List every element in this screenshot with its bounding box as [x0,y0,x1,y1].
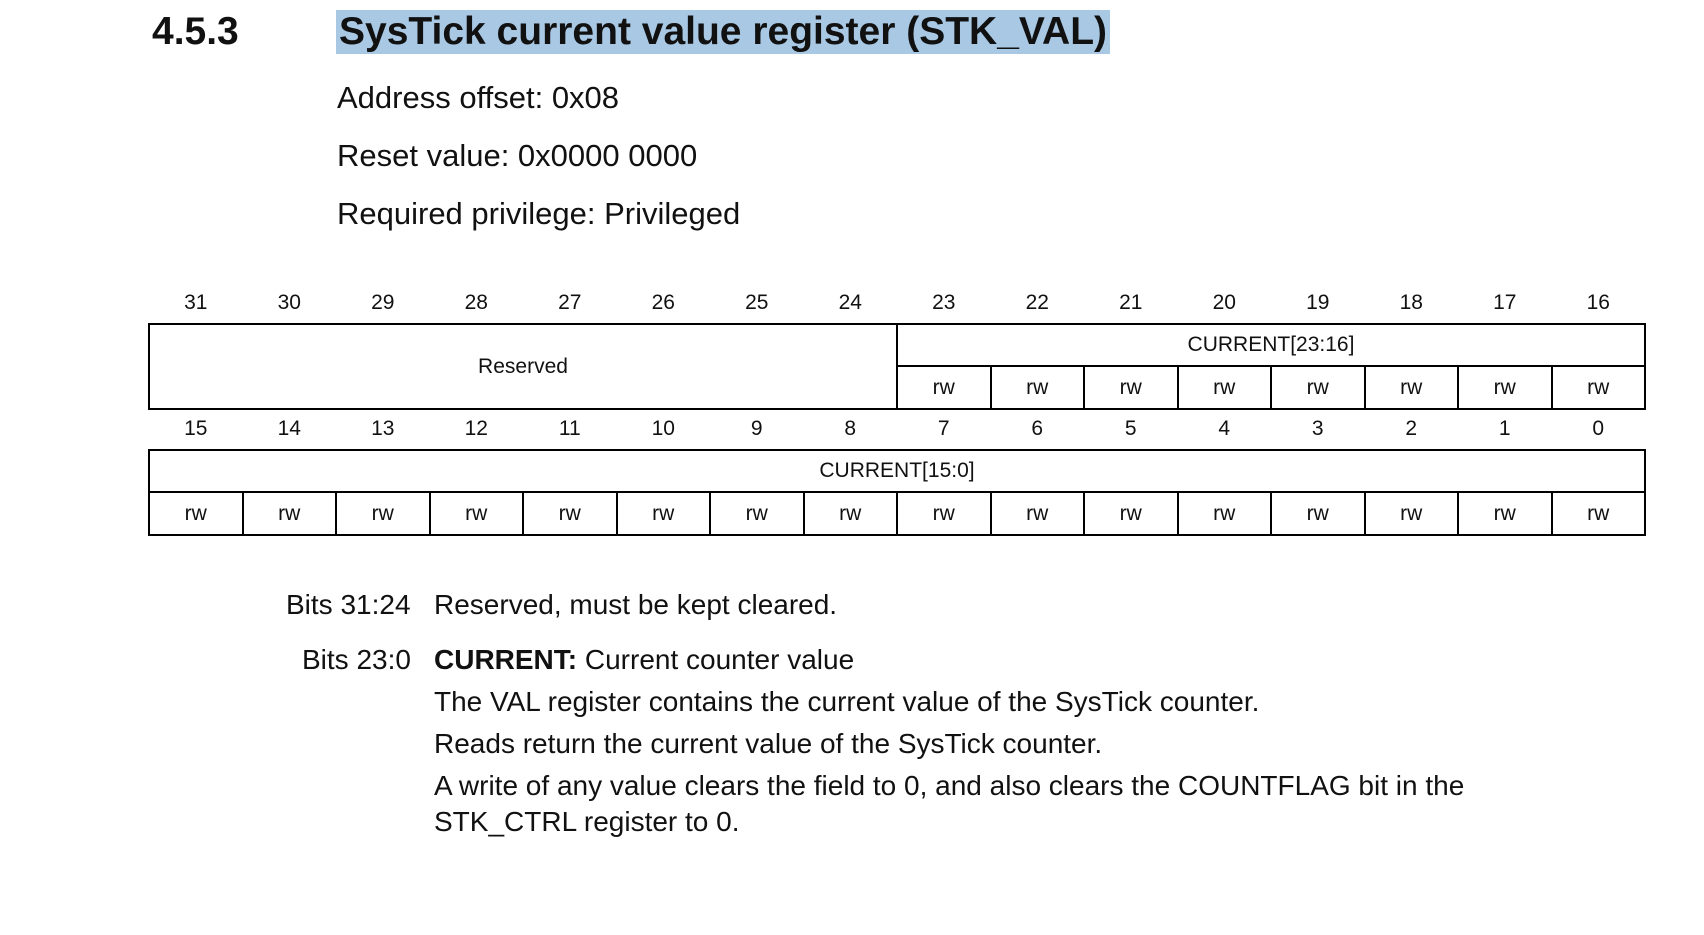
bit-number: 11 [558,417,581,440]
bits-23-0-heading: CURRENT: Current counter value [434,643,854,677]
access-type: rw [241,491,337,536]
bit-number: 31 [184,291,208,314]
bit-number: 26 [651,291,675,314]
bit-number: 20 [1212,291,1236,314]
bit-number: 15 [184,417,208,440]
lower-bit-numbers: 15 14 13 12 11 10 9 8 7 6 5 4 3 2 1 0 [149,409,1645,450]
lower-access-row: rw rw rw rw rw rw rw rw rw rw rw rw rw r… [148,491,1646,536]
bit-number: 21 [1119,291,1143,314]
description-line: Reads return the current value of the Sy… [434,728,1103,759]
bit-number: 28 [464,291,488,314]
access-type: rw [335,491,431,536]
bit-number: 29 [371,291,395,314]
bit-number: 16 [1586,291,1610,314]
bits-31-24-description: Reserved, must be kept cleared. [434,589,838,620]
access-type: rw [896,491,992,536]
bit-number: 27 [558,291,582,314]
reserved-field: Reserved [148,323,898,410]
access-type: rw [1176,365,1272,410]
description-line: The VAL register contains the current va… [434,686,1260,717]
access-type: rw [1550,365,1646,410]
description-line: A write of any value clears the field to… [434,770,1465,801]
access-type: rw [709,491,805,536]
description-line: STK_CTRL register to 0. [434,806,740,837]
register-lower-table: 15 14 13 12 11 10 9 8 7 6 5 4 3 2 1 0 CU… [148,409,1646,536]
current-high-field: CURRENT[23:16] [896,323,1646,367]
bit-number: 17 [1493,291,1517,314]
upper-access-row: rw rw rw rw rw rw rw rw [149,365,1646,410]
bit-number: 4 [1218,417,1231,440]
access-type: rw [802,491,898,536]
access-type: rw [989,491,1085,536]
bit-number: 2 [1405,417,1418,440]
access-type: rw [1457,491,1553,536]
access-type: rw [1176,491,1272,536]
access-type: rw [1270,491,1366,536]
access-type: rw [1083,491,1179,536]
bit-number: 23 [932,291,956,314]
access-type: rw [989,365,1085,410]
bit-number: 12 [464,417,488,440]
access-type: rw [522,491,618,536]
bit-number: 8 [844,417,857,440]
access-type: rw [1363,491,1459,536]
bit-number: 13 [371,417,395,440]
access-type: rw [1363,365,1459,410]
bit-number: 3 [1311,417,1324,440]
section-title: SysTick current value register (STK_VAL) [336,10,1111,54]
bit-number: 30 [277,291,301,314]
bit-number: 10 [651,417,675,440]
field-name: CURRENT: [434,644,578,675]
bit-number: 22 [1025,291,1049,314]
access-type: rw [148,491,244,536]
bit-number: 7 [937,417,950,440]
reset-value: Reset value: 0x0000 0000 [337,138,698,173]
bit-number: 1 [1498,417,1511,440]
upper-field-row: Reserved CURRENT[23:16] [148,323,1646,410]
bits-23-0-label: Bits 23:0 [302,644,411,675]
bit-number: 9 [750,417,763,440]
access-type: rw [1457,365,1553,410]
bit-number: 19 [1306,291,1330,314]
bit-number: 14 [277,417,301,440]
bit-number: 5 [1124,417,1137,440]
bit-number: 6 [1031,417,1044,440]
bit-number: 24 [838,291,862,314]
bit-number: 18 [1399,291,1423,314]
access-type: rw [1083,365,1179,410]
access-type: rw [1270,365,1366,410]
section-number: 4.5.3 [152,10,239,53]
upper-bit-numbers: 31 30 29 28 27 26 25 24 23 22 21 20 19 1… [149,283,1645,324]
bit-number: 25 [745,291,769,314]
address-offset: Address offset: 0x08 [337,80,620,115]
current-low-field: CURRENT[15:0] [148,449,1646,493]
lower-field-row: CURRENT[15:0] [148,449,1646,493]
access-type: rw [615,491,711,536]
bit-number: 0 [1592,417,1605,440]
access-type: rw [1550,491,1646,536]
required-privilege: Required privilege: Privileged [337,196,741,231]
field-summary: Current counter value [584,644,855,675]
bits-31-24-label: Bits 31:24 [286,589,411,620]
access-type: rw [896,365,992,410]
access-type: rw [428,491,524,536]
register-upper-table: 31 30 29 28 27 26 25 24 23 22 21 20 19 1… [148,283,1646,410]
